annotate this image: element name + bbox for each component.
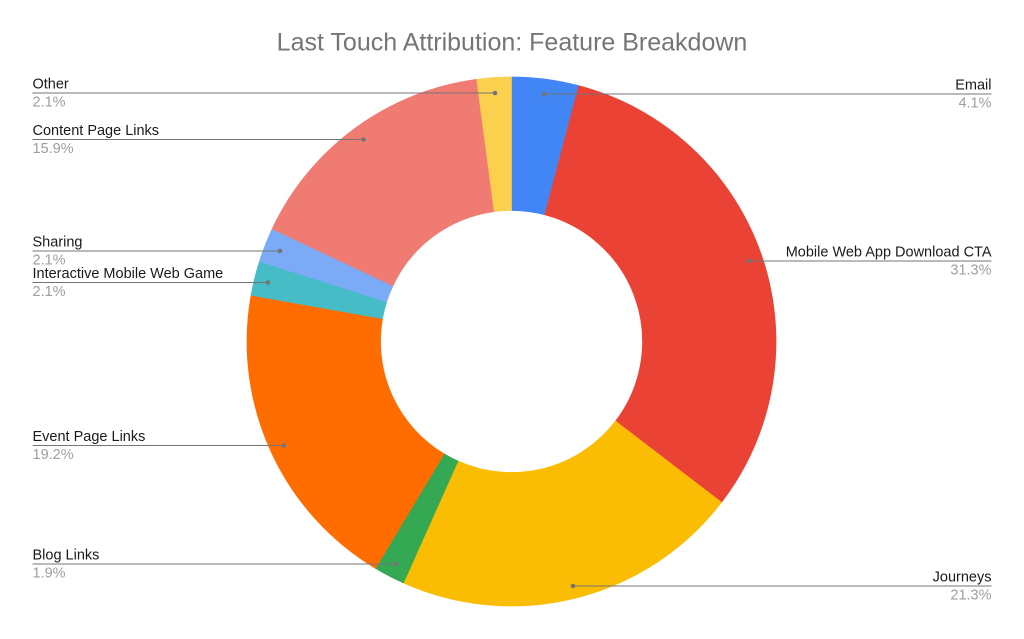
svg-text:Content Page Links: Content Page Links	[33, 123, 160, 139]
svg-text:31.3%: 31.3%	[950, 263, 991, 279]
svg-text:1.9%: 1.9%	[33, 566, 66, 582]
svg-text:Email: Email	[955, 78, 991, 94]
svg-text:Blog Links: Blog Links	[33, 548, 100, 564]
svg-text:Event Page Links: Event Page Links	[33, 429, 146, 445]
svg-text:Journeys: Journeys	[933, 570, 992, 586]
svg-text:Mobile Web App Download CTA: Mobile Web App Download CTA	[786, 245, 992, 261]
svg-text:15.9%: 15.9%	[33, 141, 74, 157]
svg-text:Sharing: Sharing	[33, 235, 83, 251]
svg-text:Interactive Mobile Web Game: Interactive Mobile Web Game	[33, 266, 224, 282]
svg-text:2.1%: 2.1%	[33, 284, 66, 300]
svg-text:21.3%: 21.3%	[950, 588, 991, 604]
svg-text:19.2%: 19.2%	[33, 447, 74, 463]
svg-text:2.1%: 2.1%	[33, 253, 66, 269]
svg-text:2.1%: 2.1%	[33, 95, 66, 111]
svg-text:Last Touch Attribution: Featur: Last Touch Attribution: Feature Breakdow…	[277, 29, 748, 57]
svg-text:Other: Other	[33, 77, 69, 93]
svg-text:4.1%: 4.1%	[958, 96, 991, 112]
